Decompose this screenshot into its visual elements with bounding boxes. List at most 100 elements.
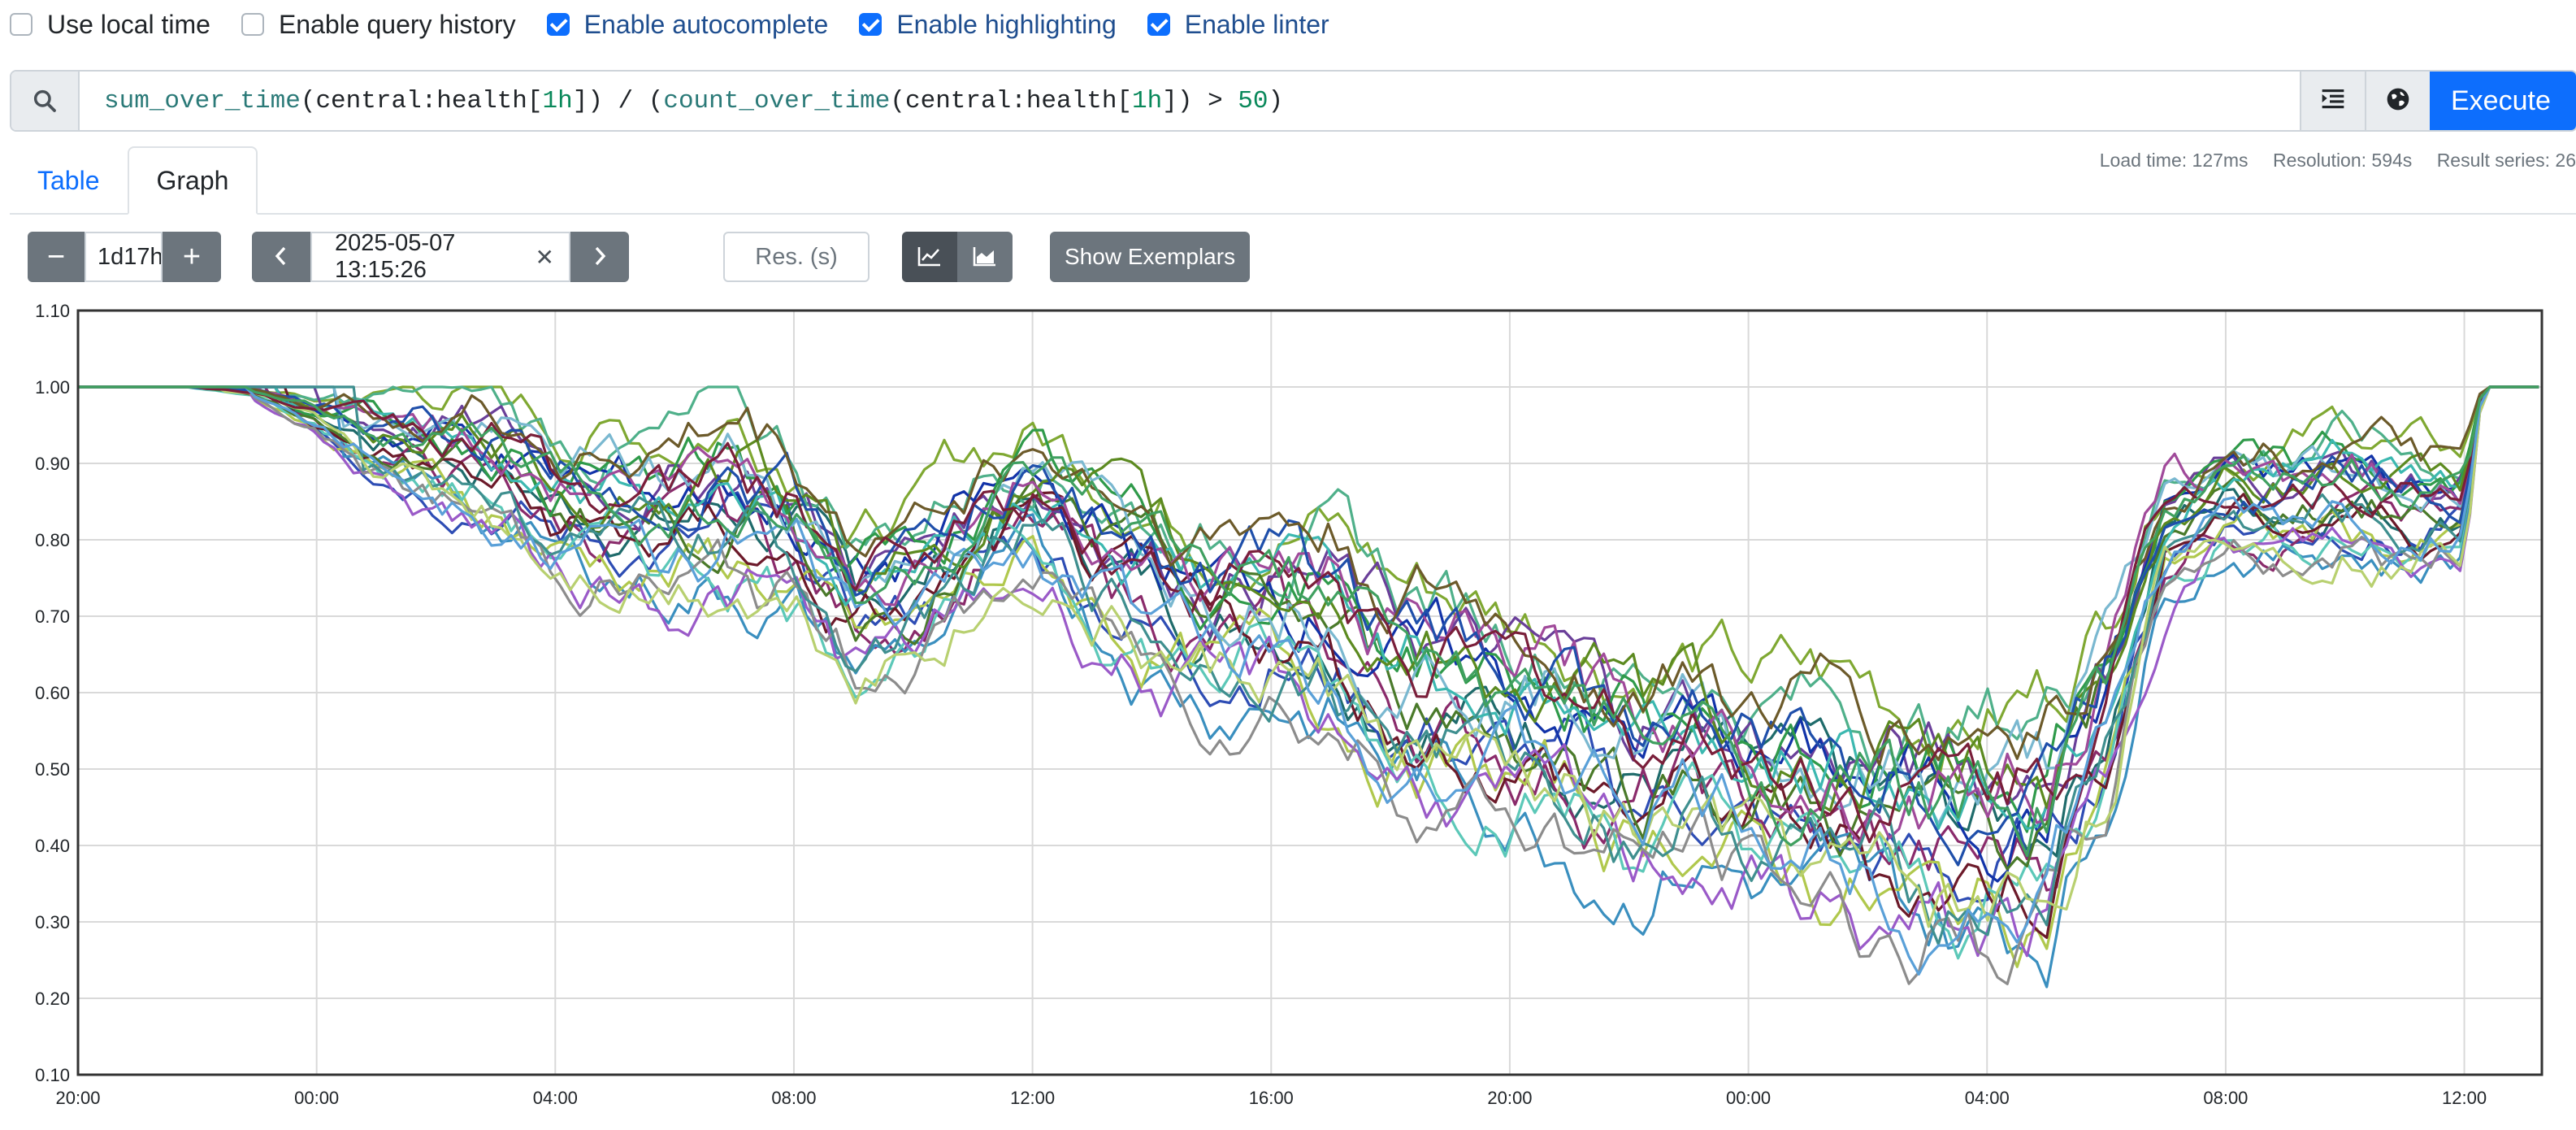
graph-chart[interactable]: 0.10 0.20 0.30 0.40 0.50 0.60 0.70 0.80 0.90 1.00… xyxy=(0,293,2576,1130)
checkbox[interactable] xyxy=(859,13,883,36)
resolution: Resolution: 594s xyxy=(2272,150,2413,171)
range-control: − 1d17h + xyxy=(28,232,221,282)
tab-table[interactable]: Table xyxy=(37,165,100,195)
y-tick-label: 0.20 xyxy=(35,989,70,1009)
decrease-range-button[interactable]: − xyxy=(28,232,85,282)
x-tick-label: 12:00 xyxy=(1010,1088,1055,1108)
range-input[interactable]: 1d17h xyxy=(85,232,163,282)
series-line[interactable] xyxy=(78,385,2539,976)
query-options: Use local time Enable query history Enable… xyxy=(0,0,1360,49)
query-token: (central:health[ xyxy=(890,86,1133,115)
end-time-value: 2025-05-07 13:15:26 xyxy=(335,230,456,283)
x-tick-label: 00:00 xyxy=(294,1088,339,1108)
query-token: 1h xyxy=(1132,86,1163,115)
series-line[interactable] xyxy=(78,385,2539,867)
chevron-left-icon xyxy=(274,240,288,275)
checkbox[interactable] xyxy=(10,13,33,36)
query-token: ]) / ( xyxy=(572,86,664,115)
end-time-control: 2025-05-07 13:15:26 ✕ xyxy=(252,230,629,283)
series-line[interactable] xyxy=(78,385,2539,812)
load-time: Load time: 127ms xyxy=(2099,150,2249,171)
query-token: 50 xyxy=(1238,86,1268,115)
query-bar: sum_over_time (central:health[1h]) / (cou… xyxy=(10,70,2576,132)
chart-type-toggle xyxy=(902,232,1013,282)
option-label: Enable query history xyxy=(278,9,516,39)
search-icon xyxy=(11,72,80,130)
option-label: Enable autocomplete xyxy=(583,9,829,39)
y-tick-label: 0.50 xyxy=(35,759,70,780)
series-line[interactable] xyxy=(78,385,2539,833)
x-tick-label: 04:00 xyxy=(1965,1088,2010,1108)
next-time-button[interactable] xyxy=(570,232,629,282)
option-enable-query-history[interactable]: Enable query history xyxy=(241,10,516,40)
format-expression-button[interactable] xyxy=(2300,72,2365,130)
y-tick-label: 0.90 xyxy=(35,454,70,474)
series-line[interactable] xyxy=(78,385,2539,960)
option-enable-linter[interactable]: Enable linter xyxy=(1147,10,1329,40)
checkbox[interactable] xyxy=(241,13,264,36)
option-enable-autocomplete[interactable]: Enable autocomplete xyxy=(546,9,829,40)
line-chart-icon xyxy=(917,240,942,275)
series-line[interactable] xyxy=(78,385,2539,985)
y-tick-label: 0.80 xyxy=(35,530,70,550)
query-token: ]) > xyxy=(1162,86,1238,115)
y-tick-label: 1.00 xyxy=(35,377,70,398)
checkbox[interactable] xyxy=(1147,13,1170,36)
series-line[interactable] xyxy=(78,385,2539,958)
option-enable-highlighting[interactable]: Enable highlighting xyxy=(859,9,1117,40)
series-line[interactable] xyxy=(78,385,2539,940)
execute-button[interactable]: Execute xyxy=(2430,72,2576,130)
view-tabs: Table Graph xyxy=(10,146,258,215)
tab-divider xyxy=(10,213,2576,215)
plot-frame xyxy=(76,309,2543,1076)
series-line[interactable] xyxy=(78,385,2539,844)
previous-time-button[interactable] xyxy=(252,232,310,282)
x-tick-label: 04:00 xyxy=(533,1088,578,1108)
stacked-area-chart-icon xyxy=(973,240,997,275)
series-line[interactable] xyxy=(78,385,2539,845)
x-tick-label: 16:00 xyxy=(1249,1088,1294,1108)
exemplars-control: Show Exemplars xyxy=(1050,232,1251,282)
query-token: count_over_time xyxy=(663,86,891,115)
series-line[interactable] xyxy=(78,385,2539,946)
x-tick-label: 08:00 xyxy=(771,1088,816,1108)
option-label: Use local time xyxy=(47,9,210,39)
series-group xyxy=(78,385,2539,989)
y-tick-label: 0.60 xyxy=(35,683,70,703)
query-token: (central:health[ xyxy=(300,86,543,115)
y-tick-label: 0.70 xyxy=(35,606,70,627)
x-tick-label: 00:00 xyxy=(1726,1088,1771,1108)
metrics-explorer-button[interactable] xyxy=(2365,72,2430,130)
stacked-chart-button[interactable] xyxy=(957,232,1013,282)
x-tick-label: 12:00 xyxy=(2442,1088,2487,1108)
expression-input[interactable]: sum_over_time (central:health[1h]) / (cou… xyxy=(80,72,2300,130)
x-tick-label: 20:00 xyxy=(55,1088,100,1108)
option-label: Enable highlighting xyxy=(896,9,1117,39)
query-token: ) xyxy=(1268,86,1284,115)
chevron-right-icon xyxy=(592,240,607,275)
option-label: Enable linter xyxy=(1184,9,1329,39)
increase-range-button[interactable]: + xyxy=(163,232,221,282)
tab-graph[interactable]: Graph xyxy=(127,146,258,215)
metrics-explorer-globe-icon xyxy=(2385,86,2411,116)
series-line[interactable] xyxy=(78,385,2539,928)
show-exemplars-button[interactable]: Show Exemplars xyxy=(1050,232,1251,282)
x-tick-label: 08:00 xyxy=(2203,1088,2248,1108)
query-token: sum_over_time xyxy=(104,86,301,115)
series-line[interactable] xyxy=(78,385,2539,858)
line-chart-button[interactable] xyxy=(902,232,957,282)
series-line[interactable] xyxy=(78,385,2539,831)
y-tick-label: 1.10 xyxy=(35,301,70,321)
end-time-input[interactable]: 2025-05-07 13:15:26 ✕ xyxy=(310,230,570,283)
query-token: 1h xyxy=(542,86,573,115)
resolution-input[interactable]: Res. (s) xyxy=(723,232,870,282)
query-stats: Load time: 127ms Resolution: 594s Result… xyxy=(2080,150,2576,172)
checkbox[interactable] xyxy=(546,13,570,36)
y-tick-label: 0.40 xyxy=(35,836,70,856)
y-tick-label: 0.30 xyxy=(35,912,70,932)
result-series: Result series: 26 xyxy=(2436,150,2576,171)
option-use-local-time[interactable]: Use local time xyxy=(10,10,210,40)
x-tick-label: 20:00 xyxy=(1487,1088,1532,1108)
clear-time-icon[interactable]: ✕ xyxy=(535,244,554,270)
resolution-control: Res. (s) xyxy=(723,232,870,282)
